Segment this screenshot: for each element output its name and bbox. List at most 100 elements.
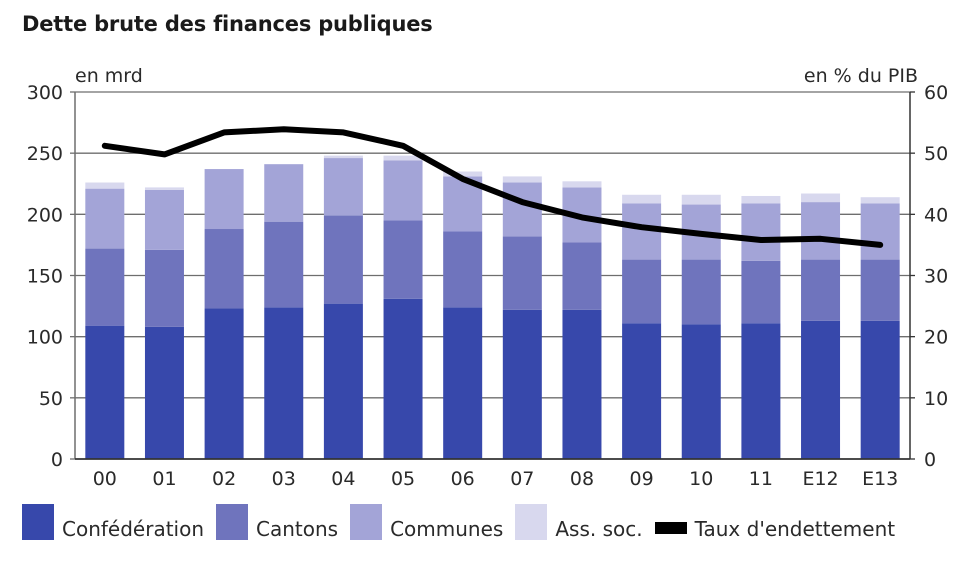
x-tick-label: 07 xyxy=(510,468,534,490)
y-tick-label: 150 xyxy=(27,266,63,288)
x-tick-label: 10 xyxy=(689,468,713,490)
bar-segment xyxy=(204,169,244,230)
y-tick-label: 300 xyxy=(27,82,63,104)
legend-label: Taux d'endettement xyxy=(694,517,896,541)
bar-segment xyxy=(323,155,363,159)
bar-segment xyxy=(323,158,363,216)
bar-segment xyxy=(144,187,184,190)
bar-segment xyxy=(85,188,125,249)
x-tick-label: 05 xyxy=(391,468,415,490)
bar-segment xyxy=(383,160,423,221)
bar-segment xyxy=(323,303,363,459)
y-tick-label: 50 xyxy=(39,388,63,410)
bar-segment xyxy=(502,182,542,237)
bar-segment xyxy=(383,155,423,161)
y-tick-label: 0 xyxy=(51,449,63,471)
x-tick-label: E12 xyxy=(802,468,838,490)
x-tick-label: 11 xyxy=(749,468,773,490)
legend-label: Cantons xyxy=(256,517,339,541)
bar-segment xyxy=(562,242,602,310)
y2-tick-label: 20 xyxy=(924,327,948,349)
x-tick-label: 02 xyxy=(212,468,236,490)
bar-segment xyxy=(443,231,483,308)
legend-label: Communes xyxy=(390,517,504,541)
x-tick-label: 01 xyxy=(152,468,176,490)
bars xyxy=(85,155,900,459)
legend-label: Ass. soc. xyxy=(555,517,643,541)
bar-segment xyxy=(85,248,125,326)
legend-swatch-confederation xyxy=(22,504,54,540)
y-tick-label: 100 xyxy=(27,327,63,349)
x-tick-label: 00 xyxy=(93,468,117,490)
bar-segment xyxy=(860,203,900,260)
bar-segment xyxy=(264,221,304,308)
bar-segment xyxy=(204,308,244,459)
bar-segment xyxy=(383,220,423,299)
bar-segment xyxy=(622,323,662,459)
bar-segment xyxy=(681,259,721,325)
bar-segment xyxy=(502,236,542,310)
legend-swatch-taux xyxy=(654,522,687,534)
bar-segment xyxy=(323,215,363,304)
x-tick-label: 06 xyxy=(451,468,475,490)
legend-swatch-communes xyxy=(350,504,383,540)
bar-segment xyxy=(264,164,304,222)
bar-segment xyxy=(741,203,781,261)
bar-segment xyxy=(741,323,781,459)
bar-segment xyxy=(502,176,542,183)
legend-item-ass-soc: Ass. soc. xyxy=(515,504,643,541)
bar-segment xyxy=(443,307,483,459)
legend-label: Confédération xyxy=(62,517,205,541)
bar-segment xyxy=(144,249,184,327)
bar-segment xyxy=(741,195,781,204)
y-axis-label: en mrd xyxy=(75,65,143,87)
bar-segment xyxy=(502,309,542,459)
x-tick-label: E13 xyxy=(862,468,898,490)
y2-tick-label: 50 xyxy=(924,143,948,165)
bar-segment xyxy=(860,197,900,204)
bar-segment xyxy=(383,298,423,459)
axes xyxy=(70,91,915,460)
bar-segment xyxy=(562,309,602,459)
y2-tick-label: 10 xyxy=(924,388,948,410)
bar-segment xyxy=(801,320,841,459)
bar-segment xyxy=(860,320,900,459)
bar-segment xyxy=(144,189,184,250)
legend-item-confederation: Confédération xyxy=(22,504,204,540)
bar-segment xyxy=(801,193,841,203)
y2-axis-label: en % du PIB xyxy=(804,65,918,87)
bar-segment xyxy=(681,194,721,205)
debt-ratio-line xyxy=(101,126,884,248)
bar-segment xyxy=(264,307,304,459)
line-series-path xyxy=(101,126,884,248)
bar-segment xyxy=(622,259,662,324)
chart-title: Dette brute des finances publiques xyxy=(22,12,433,36)
legend-item-taux: Taux d'endettement xyxy=(654,517,896,541)
y2-tick-label: 40 xyxy=(924,204,948,226)
x-tick-label: 09 xyxy=(630,468,654,490)
bar-segment xyxy=(562,181,602,188)
bar-segment xyxy=(741,260,781,324)
bar-segment xyxy=(144,326,184,459)
bar-segment xyxy=(204,229,244,309)
bar-segment xyxy=(85,182,125,189)
bar-segment xyxy=(681,324,721,459)
legend-item-cantons: Cantons xyxy=(216,504,338,540)
y2-tick-label: 0 xyxy=(924,449,936,471)
y-tick-label: 200 xyxy=(27,204,63,226)
x-tick-label: 08 xyxy=(570,468,594,490)
legend: Confédération Cantons Communes Ass. soc.… xyxy=(22,500,907,540)
bar-segment xyxy=(85,325,125,459)
y2-tick-label: 60 xyxy=(924,82,948,104)
bar-segment xyxy=(622,194,662,204)
bar-segment xyxy=(801,202,841,260)
legend-item-communes: Communes xyxy=(350,504,503,540)
bar-segment xyxy=(801,259,841,321)
y2-tick-label: 30 xyxy=(924,266,948,288)
legend-swatch-cantons xyxy=(216,504,249,540)
bar-segment xyxy=(443,171,483,177)
x-tick-label: 03 xyxy=(272,468,296,490)
legend-swatch-ass-soc xyxy=(515,504,548,540)
